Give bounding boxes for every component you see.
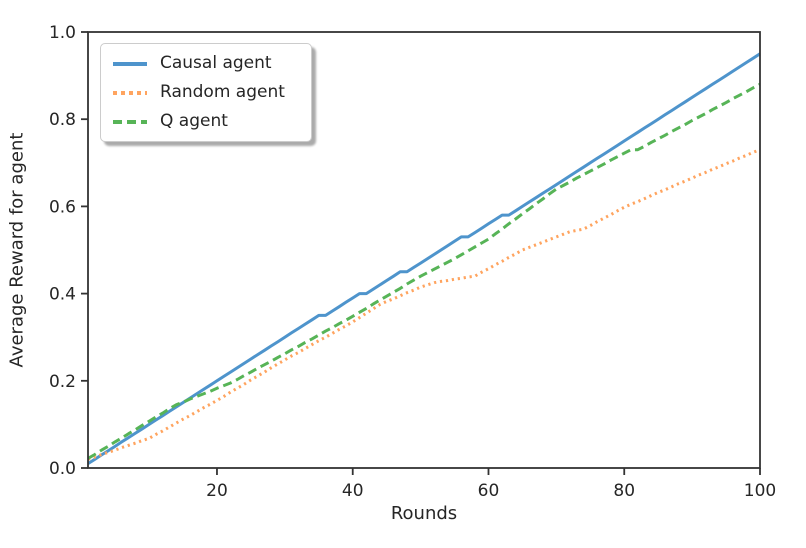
x-axis-label: Rounds [390, 503, 458, 524]
y-tick-label: 0.2 [49, 372, 76, 392]
x-tick-label: 80 [613, 481, 635, 501]
y-tick-label: 0.0 [49, 459, 76, 479]
legend-label-random: Random agent [160, 82, 285, 102]
y-tick-label: 0.4 [49, 285, 76, 305]
legend-label-causal: Causal agent [160, 53, 272, 73]
legend-item-random-agent: Random agent [113, 78, 285, 107]
y-tick-label: 0.8 [49, 110, 76, 130]
x-tick-label: 100 [744, 481, 776, 501]
legend-line-sample-random [113, 90, 147, 95]
y-tick-label: 1.0 [49, 23, 76, 43]
legend-label-q: Q agent [160, 111, 228, 131]
x-tick-label: 40 [342, 481, 364, 501]
legend-line-sample-causal [113, 61, 147, 66]
axes-frame [87, 31, 761, 469]
line-random-agent [87, 148, 761, 461]
line-q-agent [87, 82, 761, 460]
legend-item-q-agent: Q agent [113, 107, 285, 136]
y-tick-label: 0.6 [49, 197, 76, 217]
legend: Causal agent Random agent Q agent [100, 43, 312, 142]
legend-line-sample-q [113, 119, 147, 124]
line-causal-agent [87, 52, 761, 465]
x-tick-label: 60 [478, 481, 500, 501]
legend-item-causal-agent: Causal agent [113, 49, 285, 78]
y-axis-label: Average Reward for agent [6, 132, 28, 368]
x-tick-label: 20 [206, 481, 228, 501]
